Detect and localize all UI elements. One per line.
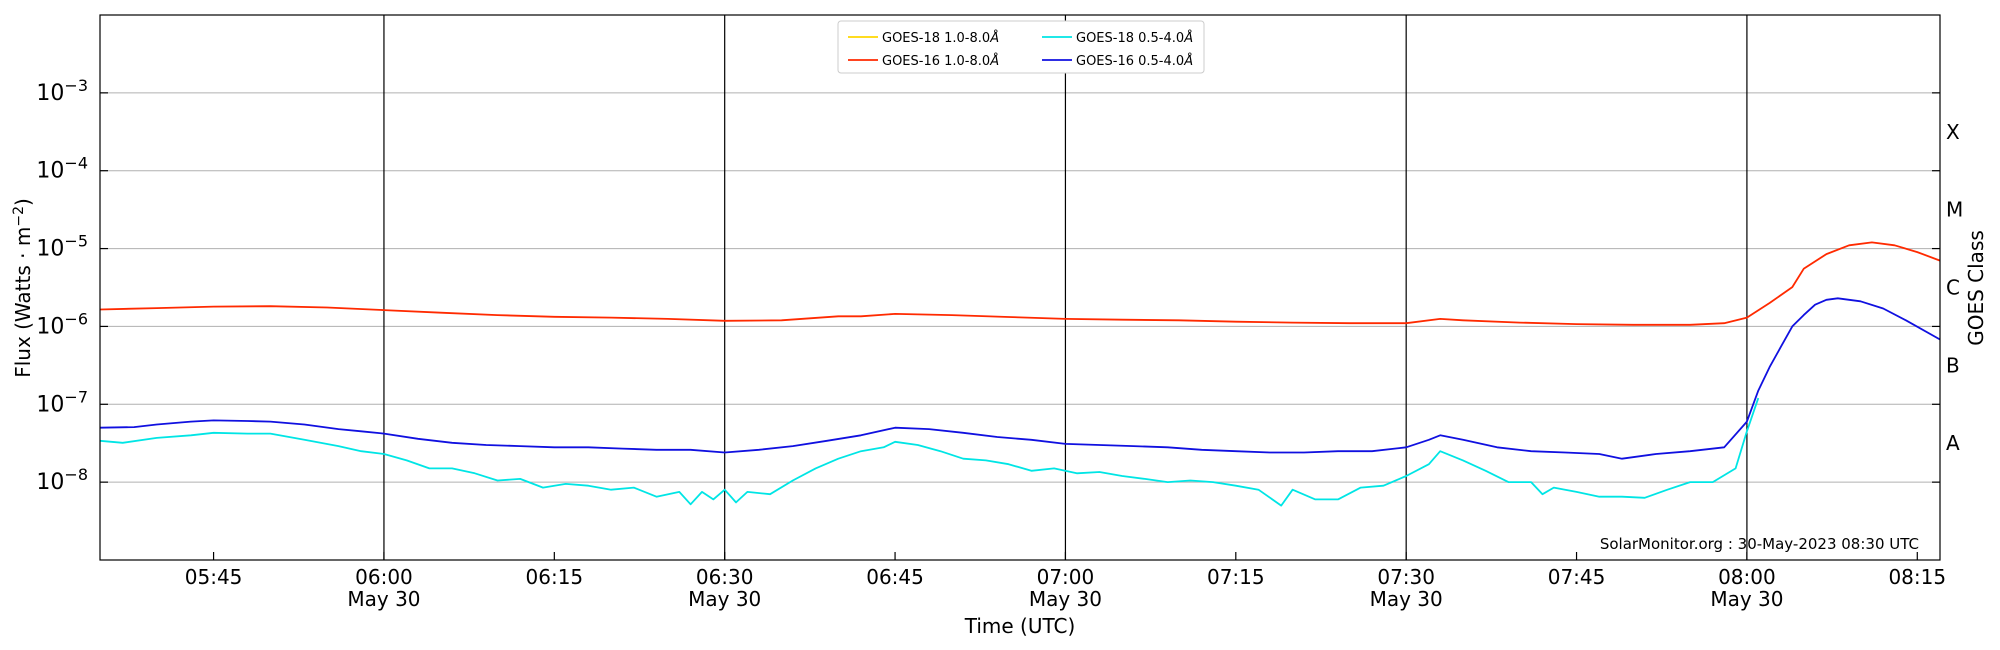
x-tick-label: 07:45 bbox=[1548, 565, 1606, 589]
series-lines bbox=[99, 241, 1941, 507]
y-tick-label: 10−3 bbox=[36, 76, 88, 106]
series-line bbox=[99, 241, 1941, 326]
y-tick-label: 10−7 bbox=[36, 387, 88, 417]
x-tick-label: 08:15 bbox=[1888, 565, 1946, 589]
x-tick-label: 06:00 bbox=[355, 565, 413, 589]
series-line bbox=[99, 297, 1941, 460]
x-axis-label: Time (UTC) bbox=[964, 614, 1076, 638]
x-tick-label: 07:00 bbox=[1037, 565, 1095, 589]
y-tick-label: 10−5 bbox=[36, 232, 88, 262]
x-tick-label: 06:30 bbox=[696, 565, 754, 589]
y-axis-label: Flux (Watts · m−2) bbox=[11, 198, 35, 378]
y-tick-label: 10−8 bbox=[36, 465, 88, 495]
x-tick-date-label: May 30 bbox=[1370, 587, 1443, 611]
x-tick-label: 06:45 bbox=[866, 565, 924, 589]
legend: GOES-18 1.0-8.0Å GOES-16 1.0-8.0Å GOES-18 … bbox=[837, 20, 1205, 74]
x-tick-label: 06:15 bbox=[526, 565, 584, 589]
x-tick-label: 07:15 bbox=[1207, 565, 1265, 589]
series-line bbox=[99, 397, 1760, 507]
legend-label: GOES-16 0.5-4.0Å bbox=[1076, 53, 1193, 69]
x-tick-date-label: May 30 bbox=[688, 587, 761, 611]
source-annotation: SolarMonitor.org : 30-May-2023 08:30 UTC bbox=[1600, 535, 1919, 553]
legend-label: GOES-18 0.5-4.0Å bbox=[1076, 30, 1193, 46]
y-axis-right-label: GOES Class bbox=[1964, 230, 1988, 346]
vertical-day-lines bbox=[383, 15, 1748, 560]
goes-class-a: A bbox=[1946, 431, 1960, 455]
x-tick-label: 08:00 bbox=[1718, 565, 1776, 589]
goes-class-m: M bbox=[1946, 198, 1963, 222]
goes-class-x: X bbox=[1946, 120, 1960, 144]
x-tick-label: 07:30 bbox=[1377, 565, 1435, 589]
x-tick-date-label: May 30 bbox=[1029, 587, 1102, 611]
y-axis-ticks: 10−8 10−7 10−6 10−5 10−4 10−3 bbox=[36, 76, 1940, 495]
grid-lines bbox=[100, 92, 1940, 483]
plot-frame bbox=[99, 14, 1941, 561]
goes-class-c: C bbox=[1946, 276, 1960, 300]
goes-class-b: B bbox=[1946, 353, 1960, 377]
y-tick-label: 10−6 bbox=[36, 309, 88, 339]
x-tick-label: 05:45 bbox=[185, 565, 243, 589]
legend-label: GOES-16 1.0-8.0Å bbox=[882, 53, 999, 69]
legend-label: GOES-18 1.0-8.0Å bbox=[882, 30, 999, 46]
goes-class-labels: A B C M X bbox=[1946, 120, 1963, 455]
x-tick-date-label: May 30 bbox=[347, 587, 420, 611]
x-tick-date-label: May 30 bbox=[1710, 587, 1783, 611]
legend-box bbox=[837, 20, 1205, 74]
y-tick-label: 10−4 bbox=[36, 154, 88, 184]
